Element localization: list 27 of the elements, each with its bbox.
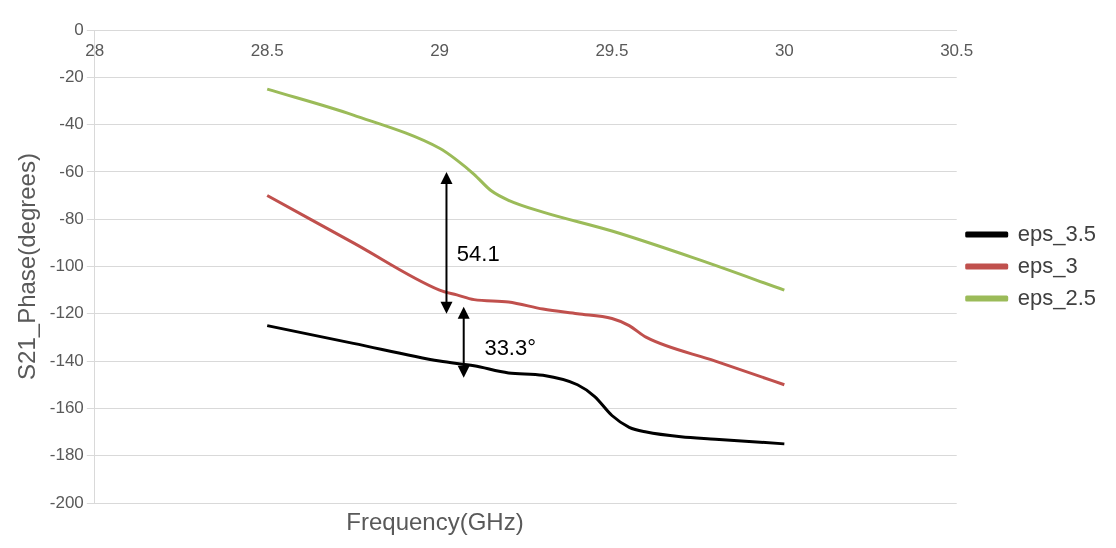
annotation: 33.3° bbox=[484, 335, 537, 361]
y-tick-label: -200 bbox=[49, 492, 84, 512]
line-series bbox=[265, 324, 786, 446]
legend-label: eps_3.5 bbox=[1017, 220, 1097, 246]
legend-label: eps_2.5 bbox=[1017, 284, 1097, 310]
y-tick-label: -60 bbox=[59, 161, 84, 181]
x-tick-label: 30.5 bbox=[940, 40, 974, 60]
x-tick-label: 29 bbox=[430, 40, 450, 60]
y-tick-label: -120 bbox=[49, 303, 84, 323]
y-tick-label: -100 bbox=[49, 256, 84, 276]
y-tick-label: -160 bbox=[49, 398, 84, 418]
y-tick-label: -180 bbox=[49, 445, 84, 465]
y-tick-label: 0 bbox=[74, 19, 84, 39]
y-axis-title: S21_Phase(degrees) bbox=[13, 153, 41, 380]
y-tick-label: -20 bbox=[59, 66, 84, 86]
y-tick-label: -40 bbox=[59, 114, 84, 134]
y-tick-label: -140 bbox=[49, 350, 84, 370]
x-tick-label: 29.5 bbox=[595, 40, 629, 60]
x-axis-title: Frequency(GHz) bbox=[346, 508, 524, 535]
line-series bbox=[265, 87, 786, 292]
x-tick-label: 28.5 bbox=[250, 40, 284, 60]
y-tick-label: -80 bbox=[59, 208, 84, 228]
annotation: 54.1 bbox=[456, 240, 500, 266]
x-tick-label: 28 bbox=[85, 40, 105, 60]
legend-label: eps_3 bbox=[1017, 252, 1078, 278]
line-series bbox=[265, 194, 786, 387]
x-tick-label: 30 bbox=[774, 40, 794, 60]
